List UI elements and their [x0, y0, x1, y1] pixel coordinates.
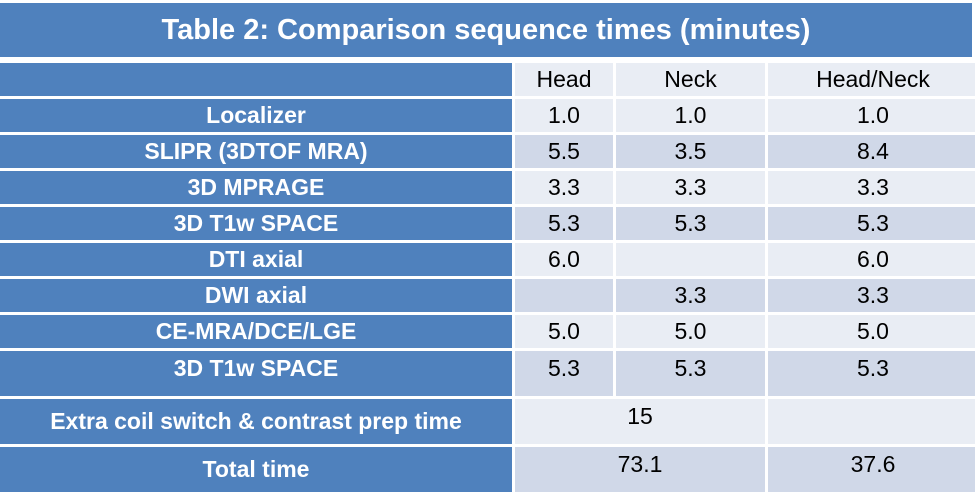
table-row: 3D MPRAGE 3.3 3.3 3.3 — [0, 171, 975, 204]
cell-neck — [616, 243, 765, 276]
cell-neck: 3.3 — [616, 279, 765, 312]
cell-head: 5.3 — [515, 207, 613, 240]
cell-headneck: 1.0 — [768, 99, 975, 132]
row-label: CE-MRA/DCE/LGE — [0, 315, 512, 348]
cell-headneck: 3.3 — [768, 279, 975, 312]
cell-headneck: 3.3 — [768, 171, 975, 204]
cell-head: 5.5 — [515, 135, 613, 168]
table-row: Localizer 1.0 1.0 1.0 — [0, 99, 975, 132]
row-label: 3D T1w SPACE — [0, 351, 512, 396]
column-header-label — [0, 63, 512, 96]
column-header-head: Head — [515, 63, 613, 96]
cell-head: 5.3 — [515, 351, 613, 396]
row-label: Localizer — [0, 99, 512, 132]
cell-neck: 1.0 — [616, 99, 765, 132]
table-row: CE-MRA/DCE/LGE 5.0 5.0 5.0 — [0, 315, 975, 348]
cell-neck: 3.3 — [616, 171, 765, 204]
cell-headneck: 37.6 — [768, 447, 975, 492]
cell-headneck: 8.4 — [768, 135, 975, 168]
cell-head — [515, 279, 613, 312]
row-label: Extra coil switch & contrast prep time — [0, 399, 512, 444]
table-row: 3D T1w SPACE 5.3 5.3 5.3 — [0, 207, 975, 240]
cell-head: 1.0 — [515, 99, 613, 132]
row-label: 3D MPRAGE — [0, 171, 512, 204]
cell-headneck: 5.3 — [768, 351, 975, 396]
column-header-neck: Neck — [616, 63, 765, 96]
table-row: DTI axial 6.0 6.0 — [0, 243, 975, 276]
cell-headneck — [768, 399, 975, 444]
extra-time-row: Extra coil switch & contrast prep time 1… — [0, 399, 975, 444]
cell-headneck: 5.0 — [768, 315, 975, 348]
column-header-row: Head Neck Head/Neck — [0, 63, 975, 96]
cell-headneck: 6.0 — [768, 243, 975, 276]
cell-neck: 5.3 — [616, 207, 765, 240]
cell-neck: 5.0 — [616, 315, 765, 348]
sequence-times-grid: Head Neck Head/Neck Localizer 1.0 1.0 1.… — [0, 60, 975, 495]
cell-head: 3.3 — [515, 171, 613, 204]
column-header-headneck: Head/Neck — [768, 63, 975, 96]
cell-neck: 3.5 — [616, 135, 765, 168]
cell-head-neck-combined: 73.1 — [515, 447, 765, 492]
cell-head: 6.0 — [515, 243, 613, 276]
cell-head: 5.0 — [515, 315, 613, 348]
row-label: 3D T1w SPACE — [0, 207, 512, 240]
table-row: SLIPR (3DTOF MRA) 5.5 3.5 8.4 — [0, 135, 975, 168]
cell-head-neck-combined: 15 — [515, 399, 765, 444]
row-label: DWI axial — [0, 279, 512, 312]
table-row: DWI axial 3.3 3.3 — [0, 279, 975, 312]
table-title: Table 2: Comparison sequence times (minu… — [0, 3, 972, 57]
row-label: DTI axial — [0, 243, 512, 276]
row-label: Total time — [0, 447, 512, 492]
total-time-row: Total time 73.1 37.6 — [0, 447, 975, 492]
cell-neck: 5.3 — [616, 351, 765, 396]
row-label: SLIPR (3DTOF MRA) — [0, 135, 512, 168]
cell-headneck: 5.3 — [768, 207, 975, 240]
table-row: 3D T1w SPACE 5.3 5.3 5.3 — [0, 351, 975, 396]
